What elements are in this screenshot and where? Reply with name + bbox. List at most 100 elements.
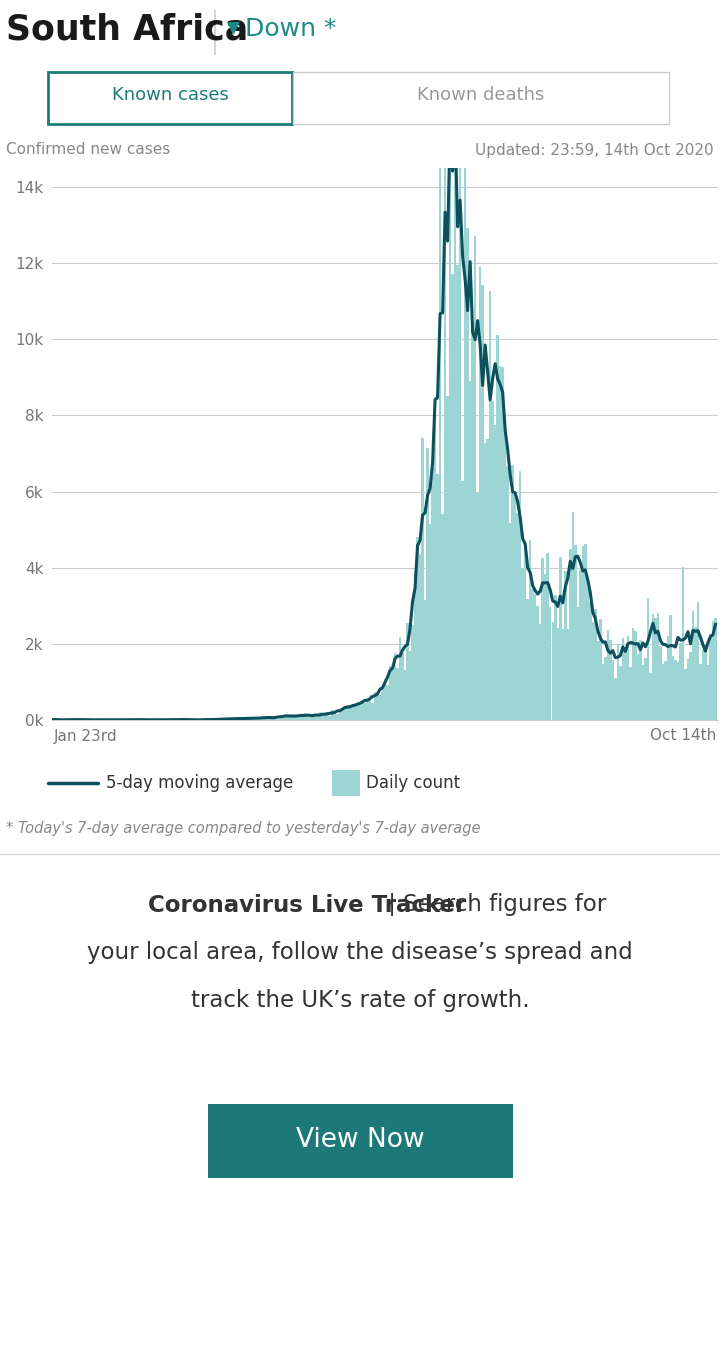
Bar	[377, 693, 379, 720]
Bar	[399, 637, 401, 720]
Bar	[321, 716, 324, 720]
Bar	[674, 660, 677, 720]
Bar	[567, 628, 569, 720]
Bar	[248, 719, 251, 720]
Bar	[511, 465, 514, 720]
Bar	[587, 587, 589, 720]
Bar	[602, 664, 604, 720]
Bar	[279, 716, 281, 720]
Bar	[444, 49, 446, 720]
Bar	[652, 615, 654, 720]
Bar	[289, 716, 291, 720]
Bar	[359, 704, 361, 720]
Bar	[509, 523, 511, 720]
Bar	[519, 471, 521, 720]
Bar	[582, 546, 584, 720]
Bar	[506, 465, 509, 720]
Bar	[208, 1104, 513, 1179]
Bar	[293, 71, 669, 123]
Bar	[631, 627, 634, 720]
Text: Known deaths: Known deaths	[418, 86, 545, 104]
Bar	[424, 600, 426, 720]
Bar	[534, 594, 536, 720]
Bar	[549, 606, 552, 720]
Bar	[372, 702, 374, 720]
Bar	[714, 619, 716, 720]
Bar	[401, 653, 404, 720]
Bar	[396, 668, 399, 720]
Bar	[449, 0, 451, 720]
Bar	[644, 657, 647, 720]
Bar	[484, 443, 487, 720]
Bar	[496, 335, 499, 720]
Bar	[614, 678, 616, 720]
Bar	[369, 694, 372, 720]
Bar	[531, 589, 534, 720]
Bar	[619, 665, 621, 720]
Bar	[331, 711, 333, 720]
Bar	[621, 638, 624, 720]
Bar	[699, 664, 702, 720]
Bar	[364, 702, 366, 720]
Bar	[574, 545, 577, 720]
Text: * Today's 7-day average compared to yesterday's 7-day average: * Today's 7-day average compared to yest…	[6, 820, 480, 836]
Bar	[554, 595, 557, 720]
Bar	[406, 623, 409, 720]
Bar	[258, 718, 261, 720]
Bar	[482, 285, 484, 720]
Bar	[626, 635, 629, 720]
Bar	[351, 707, 354, 720]
Bar	[348, 705, 351, 720]
Bar	[429, 524, 431, 720]
Bar	[709, 634, 712, 720]
Bar	[559, 557, 562, 720]
Text: track the UK’s rate of growth.: track the UK’s rate of growth.	[191, 988, 529, 1011]
Text: Jan 23rd: Jan 23rd	[54, 729, 117, 744]
Text: | Search figures for: | Search figures for	[381, 893, 606, 916]
Bar	[446, 397, 449, 720]
Bar	[669, 615, 672, 720]
Bar	[687, 659, 689, 720]
Bar	[629, 667, 631, 720]
Bar	[682, 567, 684, 720]
Bar	[266, 718, 269, 720]
Bar	[692, 611, 694, 720]
Text: Daily count: Daily count	[366, 774, 460, 792]
Bar	[276, 719, 279, 720]
Bar	[546, 553, 549, 720]
Bar	[649, 672, 652, 720]
Bar	[328, 716, 331, 720]
Bar	[642, 664, 644, 720]
Bar	[271, 718, 274, 720]
Bar	[514, 493, 516, 720]
Bar	[451, 274, 454, 720]
Bar	[326, 712, 328, 720]
Bar	[333, 713, 336, 720]
Bar	[386, 685, 389, 720]
Bar	[341, 708, 343, 720]
Bar	[48, 71, 292, 123]
Text: your local area, follow the disease’s spread and: your local area, follow the disease’s sp…	[87, 941, 633, 965]
Bar	[459, 165, 462, 720]
Bar	[409, 650, 411, 720]
Bar	[684, 670, 687, 720]
Bar	[389, 665, 391, 720]
Bar	[662, 664, 664, 720]
Bar	[356, 704, 359, 720]
Bar	[411, 626, 414, 720]
Text: Confirmed new cases: Confirmed new cases	[6, 143, 170, 158]
Bar	[404, 670, 406, 720]
Bar	[521, 569, 524, 720]
Bar	[294, 716, 296, 720]
Bar	[469, 381, 472, 720]
Bar	[238, 719, 241, 720]
Bar	[647, 598, 649, 720]
Bar	[246, 719, 248, 720]
Bar	[611, 660, 614, 720]
Bar	[426, 449, 429, 720]
Bar	[261, 718, 264, 720]
Bar	[541, 558, 544, 720]
Bar	[366, 701, 369, 720]
Bar	[456, 265, 459, 720]
Bar	[284, 716, 286, 720]
